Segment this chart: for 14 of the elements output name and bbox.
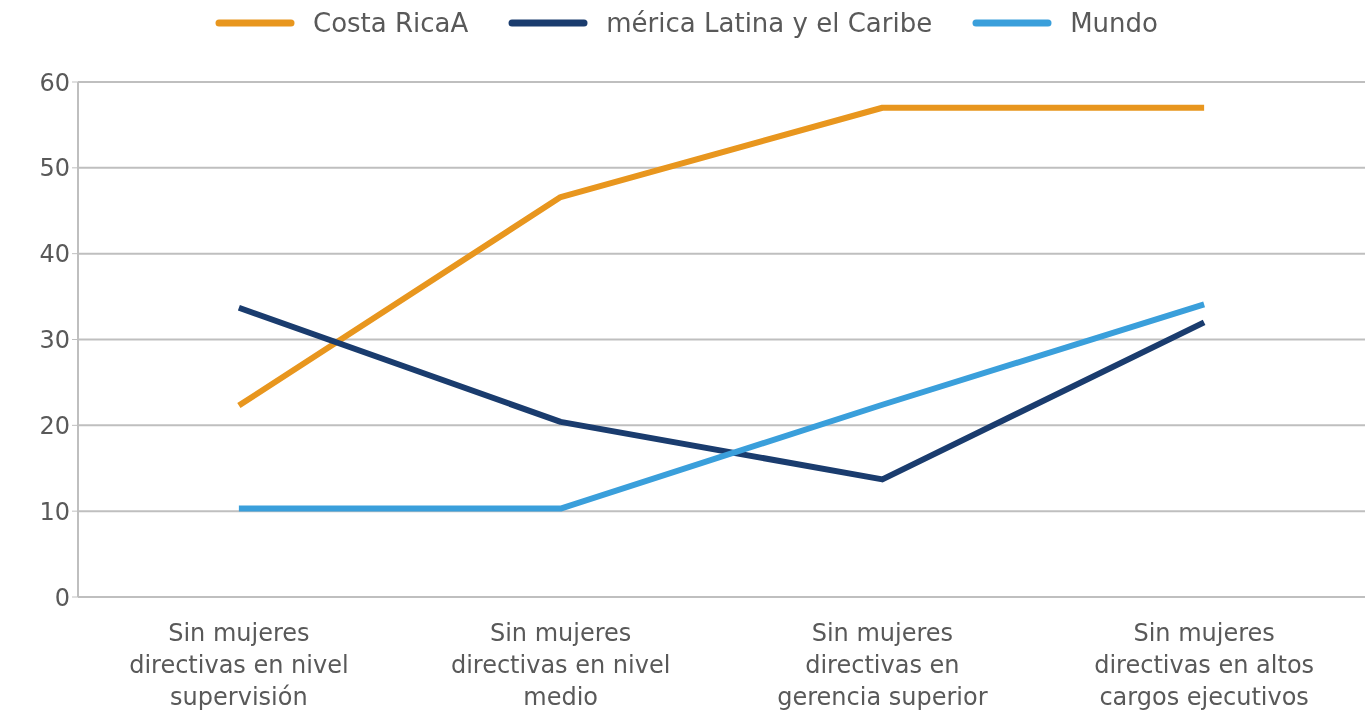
legend-label: Mundo [1070,8,1158,38]
legend-label: mérica Latina y el Caribe [606,8,933,38]
y-tick-label: 40 [39,240,70,269]
y-tick-label: 10 [39,497,70,526]
x-tick-label: Sin mujeres directivas en altos cargos ejecutivos [1094,619,1315,711]
x-tick-label: Sin mujeres directivas en nivel medio [450,619,671,711]
y-tick-label: 30 [39,326,70,355]
x-tick-label: Sin mujeres directivas en nivel supervisión [129,619,349,711]
y-tick-label: 60 [39,68,70,97]
y-tick-label: 20 [39,411,70,440]
legend-label: Costa RicaA [312,8,469,38]
x-tick-label: Sin mujeres directivas en gerencia superior [777,619,988,711]
y-tick-label: 50 [39,154,70,183]
y-tick-label: 0 [54,583,70,612]
